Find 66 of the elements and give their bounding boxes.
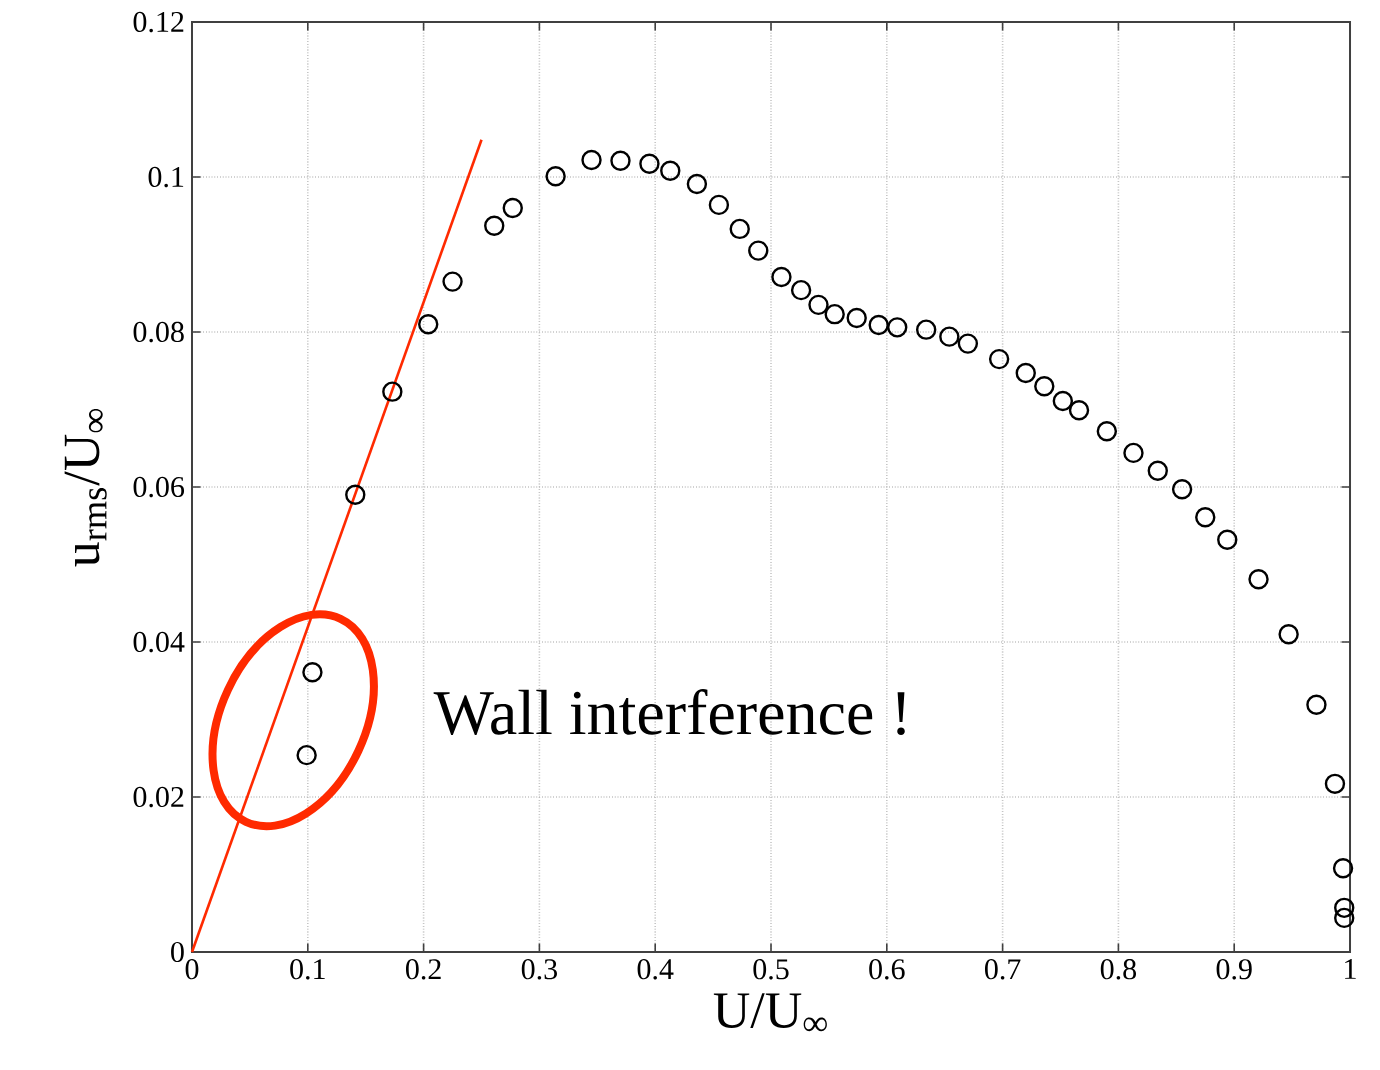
- point: [1147, 460, 1168, 481]
- point: [545, 166, 566, 187]
- x-tick-label: 0.7: [984, 959, 1021, 980]
- point: [824, 303, 845, 325]
- point: [988, 348, 1010, 370]
- point: [808, 294, 829, 316]
- x-tick-label: 0.8: [1100, 959, 1137, 980]
- x-tick-label: 0.6: [869, 959, 905, 980]
- annotation: Wall interference !: [433, 689, 905, 736]
- point: [1278, 624, 1299, 645]
- x-axis-title: U/U$_{∞}$: [713, 993, 827, 1032]
- point: [484, 215, 505, 237]
- point: [610, 150, 631, 171]
- point: [1052, 390, 1074, 412]
- x-tick-label: 0.3: [521, 959, 557, 980]
- y-axis-title: u$_{rms}$/U$_{∞}$: [64, 409, 107, 567]
- point: [502, 197, 523, 219]
- point: [1096, 421, 1118, 442]
- point: [302, 662, 323, 683]
- y-tick-label: 0.12: [133, 11, 184, 33]
- point: [708, 194, 730, 216]
- point: [1248, 569, 1269, 590]
- point: [939, 326, 960, 347]
- point: [442, 271, 463, 292]
- point: [660, 160, 681, 181]
- y-tick-label: 0.02: [133, 786, 184, 808]
- point: [887, 317, 908, 338]
- x-tick-label: 0.9: [1216, 959, 1252, 980]
- point: [581, 149, 602, 171]
- point: [686, 173, 708, 195]
- point: [748, 240, 769, 261]
- point: [1217, 529, 1238, 550]
- point: [1332, 858, 1354, 879]
- point: [1068, 400, 1090, 421]
- point: [1123, 442, 1144, 464]
- x-tick-label: 0: [185, 959, 199, 980]
- x-tick-label: 0.1: [290, 959, 325, 980]
- y-tick-label: 0.1: [148, 166, 184, 188]
- point: [846, 307, 867, 329]
- point: [868, 314, 889, 336]
- point: [957, 333, 979, 354]
- point: [1015, 362, 1036, 384]
- point: [915, 319, 937, 340]
- point: [729, 218, 750, 240]
- x-tick-label: 1: [1345, 959, 1356, 979]
- point: [639, 153, 660, 175]
- point: [771, 266, 792, 288]
- point: [1324, 773, 1346, 795]
- point: [1306, 694, 1327, 715]
- point: [382, 381, 403, 402]
- x-tick-label: 0.4: [637, 959, 674, 980]
- y-tick-label: 0: [171, 941, 184, 963]
- y-tick-label: 0.08: [133, 321, 184, 343]
- point: [1334, 907, 1355, 929]
- point: [790, 279, 812, 301]
- point: [1034, 376, 1055, 397]
- point: [345, 484, 366, 505]
- y-tick-label: 0.04: [133, 631, 185, 653]
- point: [1334, 897, 1355, 919]
- point: [418, 314, 439, 335]
- x-tick-label: 0.5: [753, 959, 789, 980]
- x-tick-label: 0.2: [405, 959, 441, 980]
- point: [1171, 479, 1193, 500]
- y-tick-label: 0.06: [133, 476, 185, 498]
- point: [1195, 507, 1216, 528]
- point: [296, 744, 317, 766]
